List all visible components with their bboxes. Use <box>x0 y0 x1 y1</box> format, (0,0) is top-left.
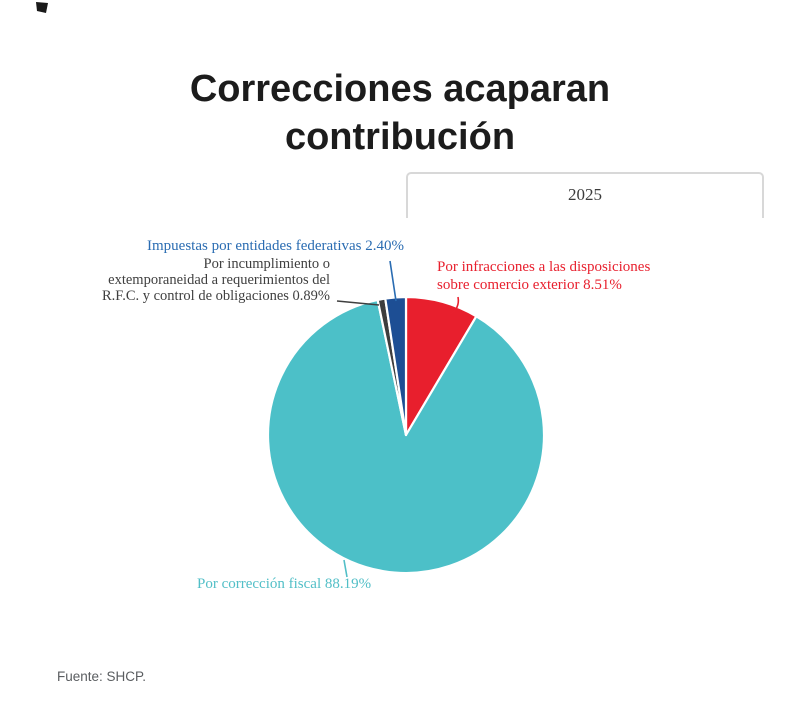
pie-group <box>266 295 546 575</box>
year-tab-label: 2025 <box>568 185 602 204</box>
leader-line-correccion <box>343 559 348 578</box>
leader-line-incumplimiento <box>336 300 380 306</box>
callout-label-correccion: Por corrección fiscal 88.19% <box>197 576 372 592</box>
pie-slice-1[interactable] <box>266 298 546 575</box>
chart-title: Correcciones acaparan contribución <box>189 68 611 159</box>
callout-label-incumplimiento: Por incumplimiento o extemporaneidad a r… <box>102 256 330 304</box>
callout-label-federativas: Impuestas por entidades federativas 2.40… <box>147 238 404 254</box>
year-tab[interactable]: 2025 <box>406 172 764 218</box>
leader-line-infracciones <box>450 296 460 315</box>
leader-line-federativas <box>389 260 397 302</box>
cropped-logo-fragment-icon <box>36 2 48 13</box>
source-note: Fuente: SHCP. <box>57 669 147 684</box>
callout-label-infracciones: Por infracciones a las disposiciones sob… <box>437 259 651 293</box>
